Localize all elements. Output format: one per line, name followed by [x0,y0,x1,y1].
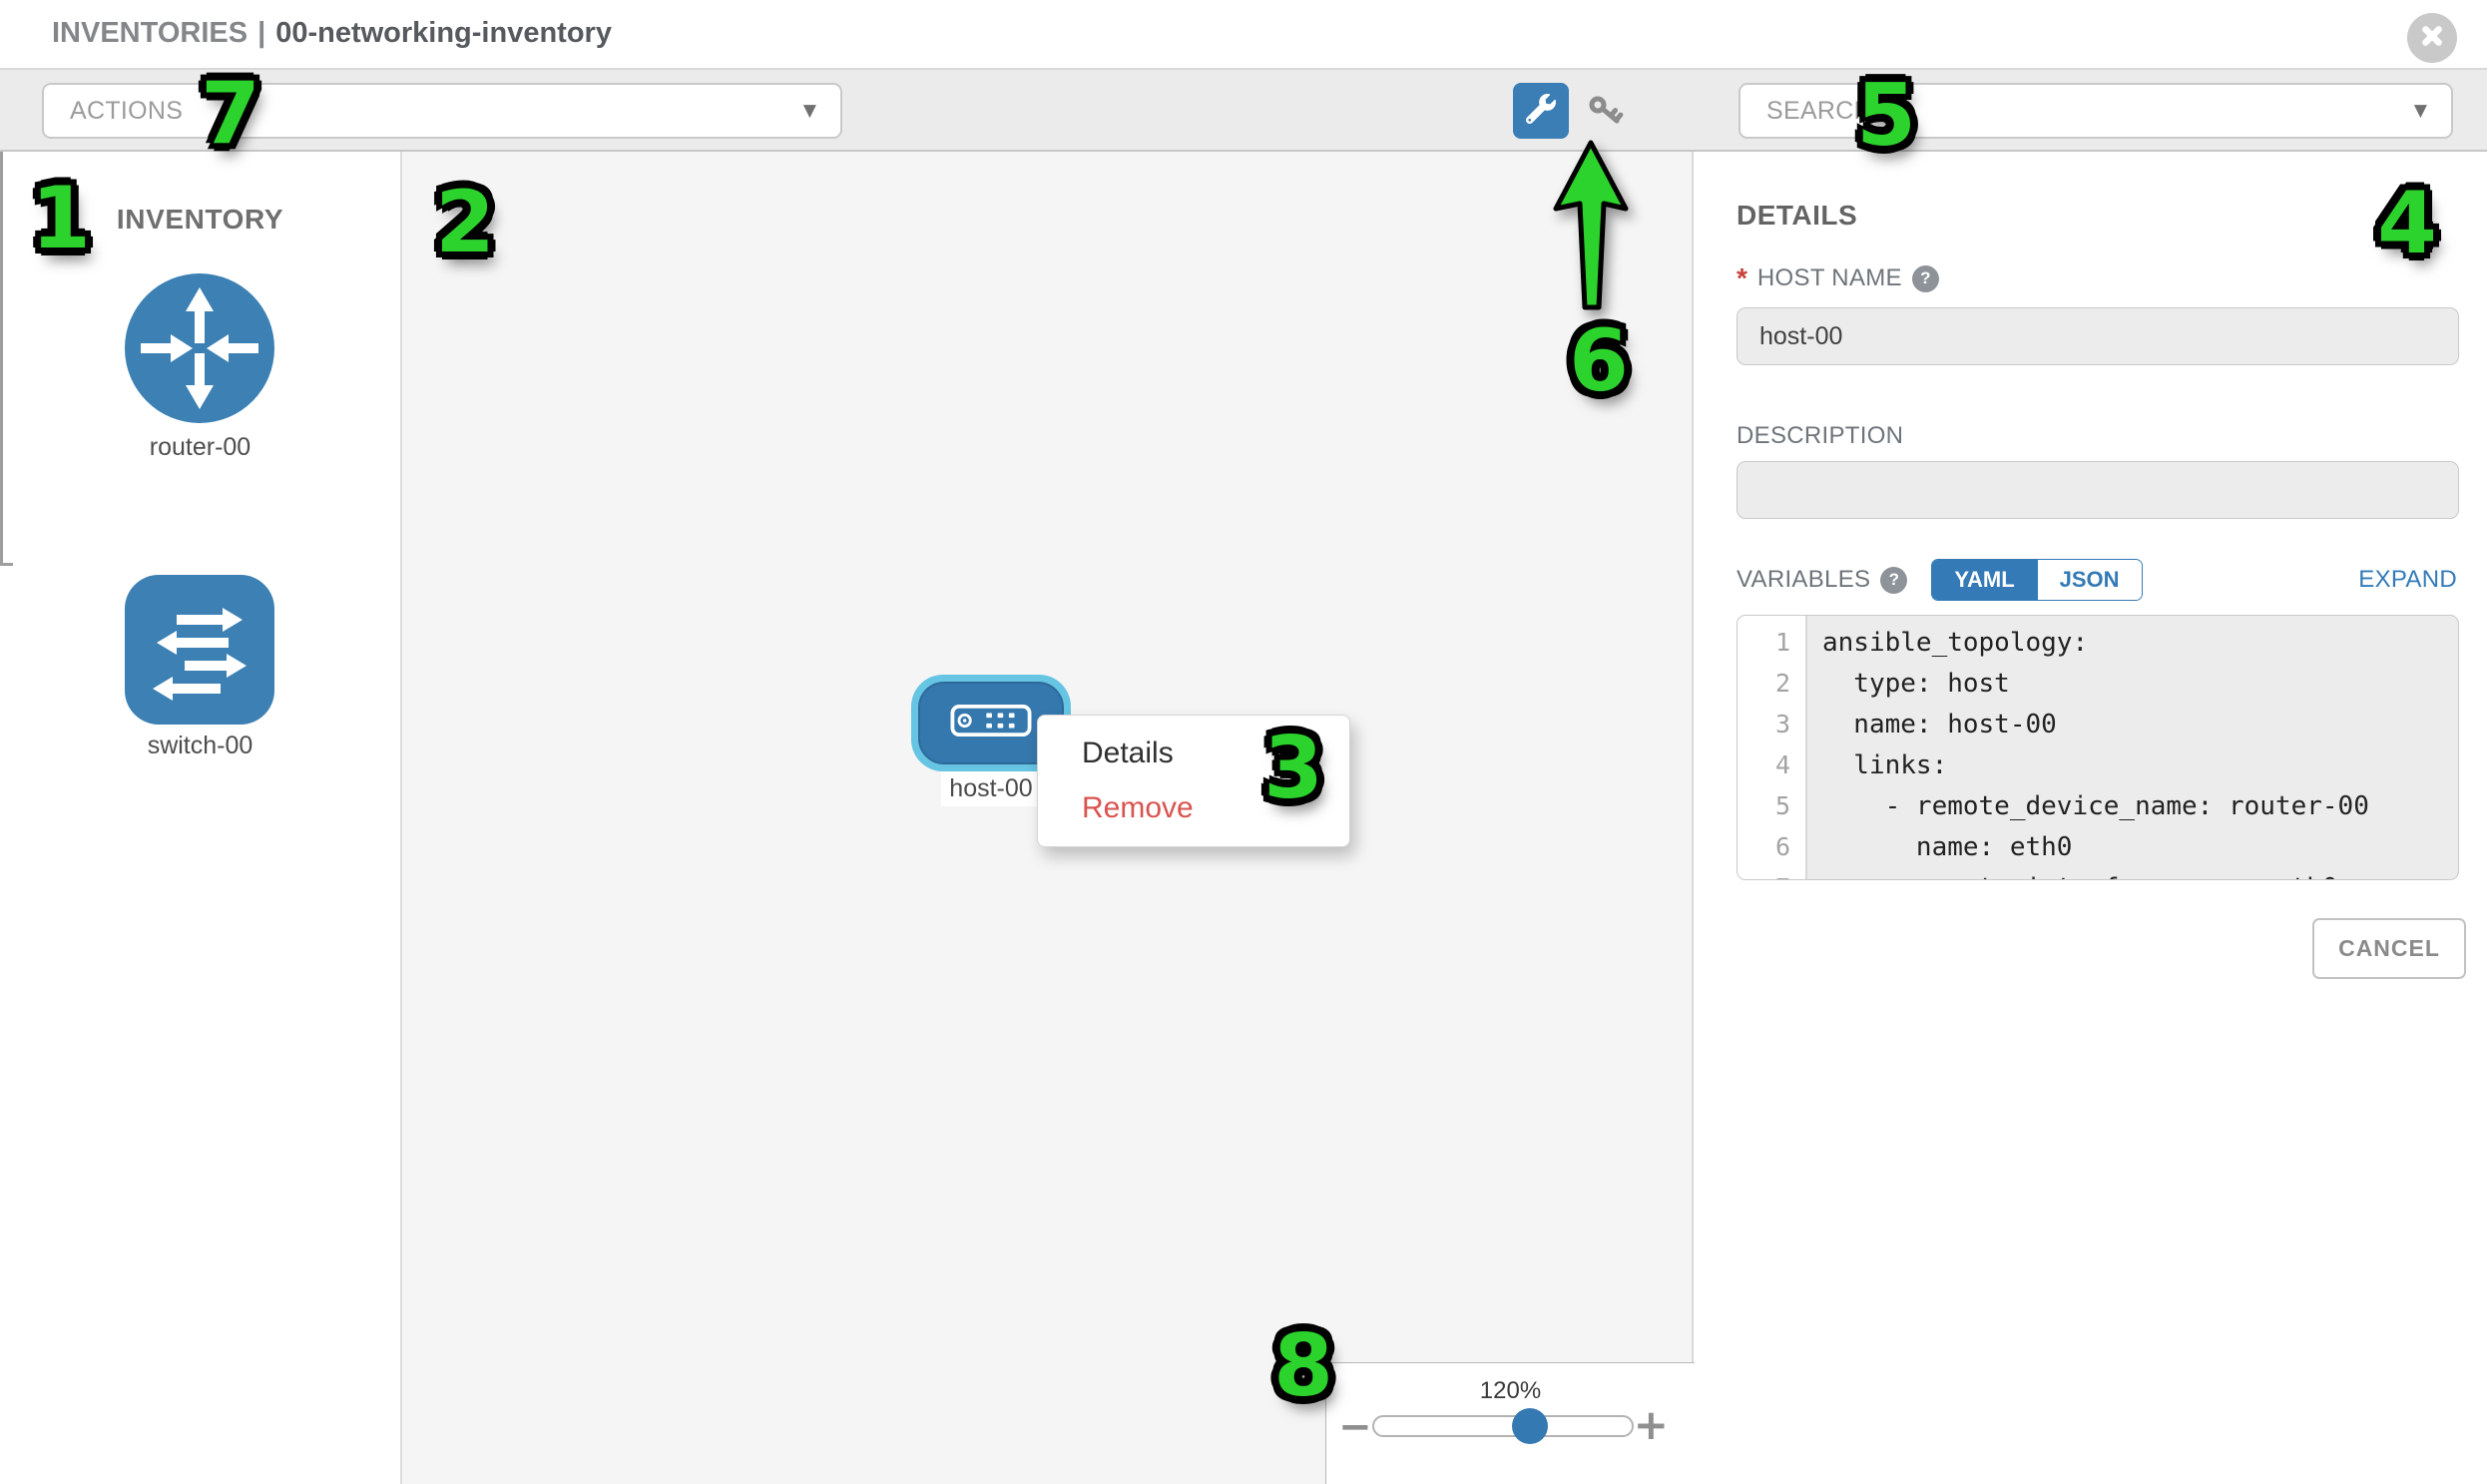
expand-link[interactable]: EXPAND [2358,566,2457,593]
inventory-name: 00-networking-inventory [275,17,612,49]
code-line: 7 remote_interface_name: eth0 [1738,867,2458,880]
menu-item-details[interactable]: Details [1082,736,1174,769]
close-icon [2420,24,2444,53]
host-name-label: HOST NAME [1756,264,1902,291]
description-label-row: DESCRIPTION [1737,419,1903,453]
node-context-menu: Details Remove [1037,715,1350,847]
line-number: 4 [1774,750,1790,779]
toggle-json[interactable]: JSON [2036,560,2142,600]
palette-item-switch[interactable] [125,575,274,725]
actions-dropdown[interactable]: ACTIONS ▼ [42,83,842,139]
line-text: name: eth0 [1822,831,2073,862]
zoom-level-value: 120% [1479,1377,1542,1404]
panel-heading: DETAILS [1737,200,1858,231]
host-name-field[interactable] [1737,307,2459,365]
chevron-down-icon: ▼ [2413,101,2427,121]
actions-dropdown-label: ACTIONS [70,96,184,125]
toggle-yaml[interactable]: YAML [1932,560,2037,600]
line-number: 2 [1774,669,1790,698]
sidebar-scrollbar-end [0,563,13,566]
line-text: type: host [1822,668,2010,699]
variables-format-toggle: YAML JSON [1931,559,2143,601]
palette-item-router[interactable] [125,273,274,423]
cancel-button[interactable]: CANCEL [2312,918,2466,979]
zoom-out-button[interactable]: − [1338,1404,1372,1450]
switch-icon [125,575,274,729]
router-icon [125,273,274,427]
code-line: 1 ansible_topology: [1738,622,2458,663]
code-line: 2 type: host [1738,663,2458,704]
key-icon [1582,89,1628,138]
node-host-00[interactable] [911,675,1071,771]
variables-label: VARIABLES [1737,566,1871,593]
search-dropdown-label: SEARCH [1766,96,1872,125]
zoom-in-button[interactable]: + [1633,1400,1669,1449]
palette-item-label: router-00 [149,433,251,461]
code-line: 6 name: eth0 [1738,826,2458,867]
page-title: INVENTORIES | 00-networking-inventory [52,17,612,50]
description-field[interactable] [1737,461,2459,519]
line-number: 1 [1774,628,1790,657]
node-label: host-00 [936,771,1046,806]
code-line: 5 - remote_device_name: router-00 [1738,785,2458,826]
code-line: 4 links: [1738,744,2458,785]
wrench-icon [1525,93,1556,129]
line-number: 7 [1738,873,1806,879]
topology-canvas[interactable]: host-00 Details Remove 120% − + [402,152,1695,1484]
search-dropdown[interactable]: SEARCH ▼ [1739,83,2453,139]
inventory-sidebar: INVENTORY router-00 [0,152,402,1484]
zoom-slider-thumb[interactable] [1512,1408,1548,1444]
close-button[interactable] [2407,13,2457,63]
credentials-button[interactable] [1579,88,1631,138]
host-icon [950,705,1032,742]
chevron-down-icon: ▼ [802,101,816,121]
tools-button[interactable] [1513,83,1569,139]
line-number: 6 [1774,832,1790,861]
zoom-slider-track[interactable] [1372,1415,1634,1437]
line-text: remote_interface_name: eth0 [1806,873,2458,880]
sidebar-scrollbar[interactable] [0,152,3,565]
help-icon[interactable]: ? [1911,264,1939,292]
help-icon[interactable]: ? [1880,566,1908,594]
page-header: INVENTORIES | 00-networking-inventory [0,0,2487,70]
sidebar-heading: INVENTORY [116,204,284,235]
line-number: 5 [1774,791,1790,820]
code-line: 3 name: host-00 [1738,704,2458,744]
zoom-control: 120% − + [1325,1362,1695,1484]
details-panel: DETAILS * HOST NAME ? DESCRIPTION VARIAB… [1694,152,2487,1484]
breadcrumb-separator: | [257,17,266,49]
description-label: DESCRIPTION [1737,422,1904,449]
line-text: links: [1822,749,1948,780]
line-text: ansible_topology: [1822,627,2089,658]
variables-code-editor[interactable]: 1 ansible_topology: 2 type: host 3 name:… [1737,615,2459,880]
menu-item-remove[interactable]: Remove [1082,790,1194,824]
toolbar: ACTIONS ▼ SEARCH ▼ [0,70,2487,152]
required-asterisk: * [1737,262,1747,293]
palette-item-label: switch-00 [147,732,253,759]
host-name-label-row: * HOST NAME ? [1737,261,1939,295]
line-number: 3 [1774,710,1790,739]
line-text: name: host-00 [1822,709,2057,740]
breadcrumb[interactable]: INVENTORIES [52,17,249,49]
variables-row: VARIABLES ? YAML JSON EXPAND [1737,559,2459,601]
line-text: - remote_device_name: router-00 [1822,790,2369,821]
